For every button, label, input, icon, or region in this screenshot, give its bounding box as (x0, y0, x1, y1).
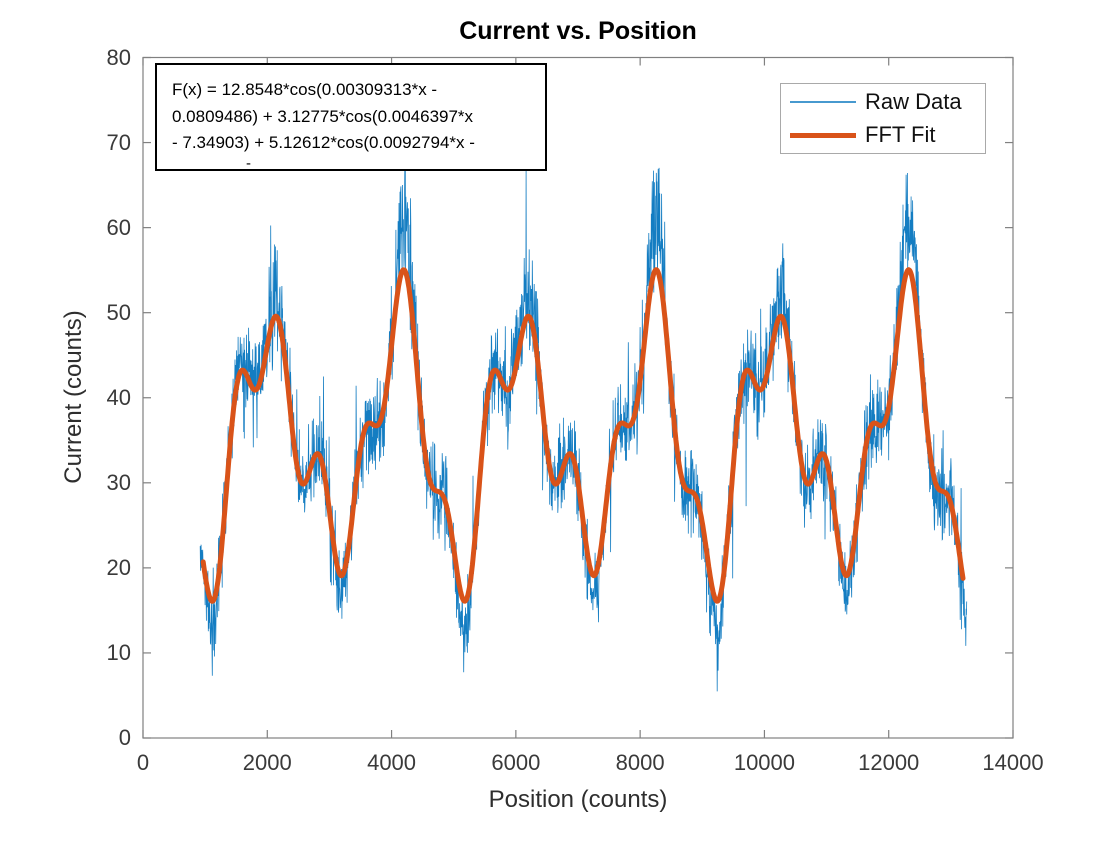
legend-item: Raw Data (781, 86, 985, 117)
legend-item: FFT Fit (781, 120, 985, 151)
equation-line: 0.0809486) + 3.12775*cos(0.0046397*x (172, 106, 474, 126)
legend: Raw Data FFT Fit (780, 83, 986, 154)
y-tick-label: 80 (106, 44, 131, 70)
equation-box: F(x) = 12.8548*cos(0.00309313*x - 0.0809… (155, 63, 547, 171)
x-tick-label: 8000 (615, 750, 665, 775)
raw-data-series (199, 125, 968, 692)
plot-title: Current vs. Position (459, 17, 697, 45)
y-tick-label: 20 (106, 554, 131, 580)
y-tick-label: 60 (106, 214, 131, 240)
y-tick-label: 0 (118, 725, 131, 750)
legend-item-label: Raw Data (865, 88, 962, 114)
x-tick-label: 6000 (491, 750, 541, 775)
y-tick-label: 40 (106, 384, 131, 410)
equation-line: F(x) = 12.8548*cos(0.00309313*x - (172, 80, 438, 99)
x-tick-label: 12000 (858, 750, 920, 775)
y-tick-label: 10 (106, 639, 131, 665)
y-tick-label: 50 (106, 299, 131, 325)
legend-line-sample (790, 100, 856, 103)
x-tick-label: 10000 (733, 750, 796, 775)
x-tick-label: 14000 (982, 750, 1044, 775)
y-tick-label: 30 (106, 469, 131, 495)
legend-item-label: FFT Fit (865, 122, 936, 148)
x-tick-label: 4000 (367, 750, 417, 775)
equation-line: - 7.34903) + 5.12612*cos(0.0092794*x - (172, 133, 475, 152)
legend-line-sample (790, 132, 856, 138)
x-tick-label: 2000 (242, 750, 292, 775)
x-tick-label: 0 (136, 750, 150, 775)
y-tick-label: 70 (106, 129, 131, 155)
x-axis-label: Position (counts) (488, 786, 668, 813)
equation-fragment: - (246, 154, 251, 171)
fft-fit-series (200, 267, 966, 604)
